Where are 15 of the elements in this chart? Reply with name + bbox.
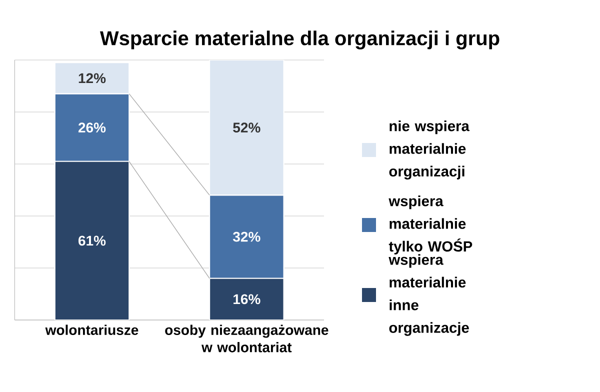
chart-title: Wsparcie materialne dla organizacji i grup [100, 30, 500, 50]
legend-label: wspiera materialnie inne organizacje [388, 254, 469, 336]
bar [209, 60, 284, 196]
x-tick-label: osoby niezaangażowane w wolontariat [165, 324, 328, 352]
bar [209, 278, 284, 320]
data-label: 61% [78, 236, 106, 246]
data-label: 12% [78, 73, 106, 84]
data-label: 26% [78, 122, 106, 133]
data-label: 32% [232, 232, 260, 242]
data-label: 16% [234, 294, 260, 304]
bar [54, 160, 130, 320]
bar [54, 62, 130, 94]
legend-label: nie wspiera materialnie organizacji [389, 120, 470, 180]
data-label: 52% [233, 122, 260, 133]
x-tick-label: wolontariusze [45, 324, 138, 335]
